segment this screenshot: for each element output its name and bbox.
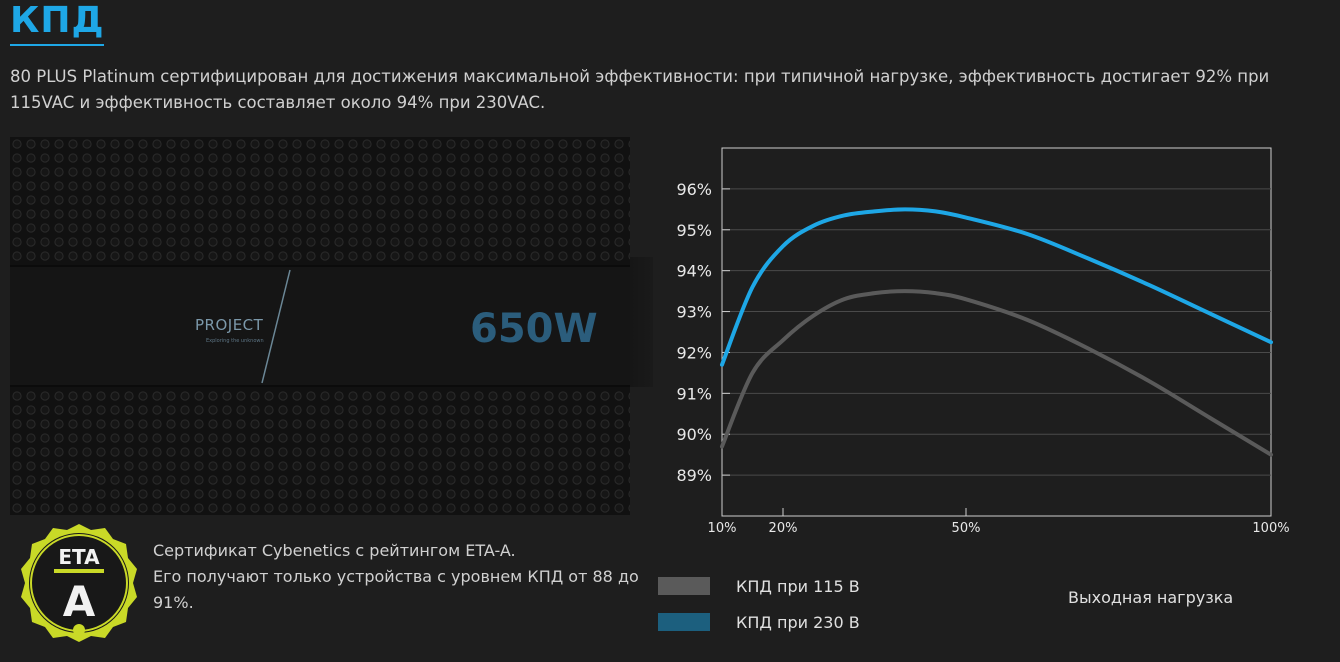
- x-axis-title: Выходная нагрузка: [1068, 588, 1234, 607]
- certification-text: Сертификат Cybenetics с рейтингом ETA-A.…: [153, 538, 643, 616]
- eta-logo-text: ETA: [58, 545, 100, 569]
- legend-item-230: КПД при 230 В: [658, 604, 860, 640]
- legend-swatch-115: [658, 577, 710, 595]
- legend-item-115: КПД при 115 В: [658, 568, 860, 604]
- legend-label-115: КПД при 115 В: [736, 576, 860, 596]
- legend-label-230: КПД при 230 В: [736, 612, 860, 632]
- psu-product-image: PROJECT Exploring the unknown 650W: [10, 137, 653, 515]
- chart-legend: КПД при 115 В КПД при 230 В: [658, 568, 860, 640]
- eta-a-logo: ETA A: [21, 524, 137, 642]
- legend-swatch-230: [658, 613, 710, 631]
- y-tick-label: 92%: [676, 343, 712, 362]
- page-title: КПД: [10, 0, 105, 41]
- title-underline: [10, 44, 104, 46]
- efficiency-chart: 89% 90% 91% 92% 93% 94% 95% 96% 10% 20% 50% 100%: [676, 147, 1290, 536]
- y-tick-label: 91%: [676, 384, 712, 403]
- y-tick-label: 93%: [676, 303, 712, 322]
- series-line-115: [720, 289, 1273, 457]
- x-tick-label: 20%: [769, 521, 798, 536]
- certification-line-2: Его получают только устройства с уровнем…: [153, 567, 639, 612]
- psu-tagline: Exploring the unknown: [206, 338, 264, 344]
- y-tick-label: 96%: [676, 180, 712, 199]
- y-tick-label: 90%: [676, 425, 712, 444]
- certification-line-1: Сертификат Cybenetics с рейтингом ETA-A.: [153, 541, 516, 560]
- x-tick-label: 10%: [708, 521, 737, 536]
- series-line-230: [720, 207, 1273, 367]
- y-tick-label: 95%: [676, 221, 712, 240]
- y-tick-label: 94%: [676, 262, 712, 281]
- psu-brand-text: PROJECT: [195, 316, 264, 334]
- eta-logo-grade: A: [63, 577, 96, 626]
- psu-wattage: 650W: [470, 306, 598, 352]
- plot-frame: [721, 147, 1272, 517]
- x-tick-label: 50%: [952, 521, 981, 536]
- efficiency-description: 80 PLUS Platinum сертифицирован для дост…: [10, 67, 1270, 112]
- y-tick-label: 89%: [676, 466, 712, 485]
- x-tick-label: 100%: [1252, 521, 1289, 536]
